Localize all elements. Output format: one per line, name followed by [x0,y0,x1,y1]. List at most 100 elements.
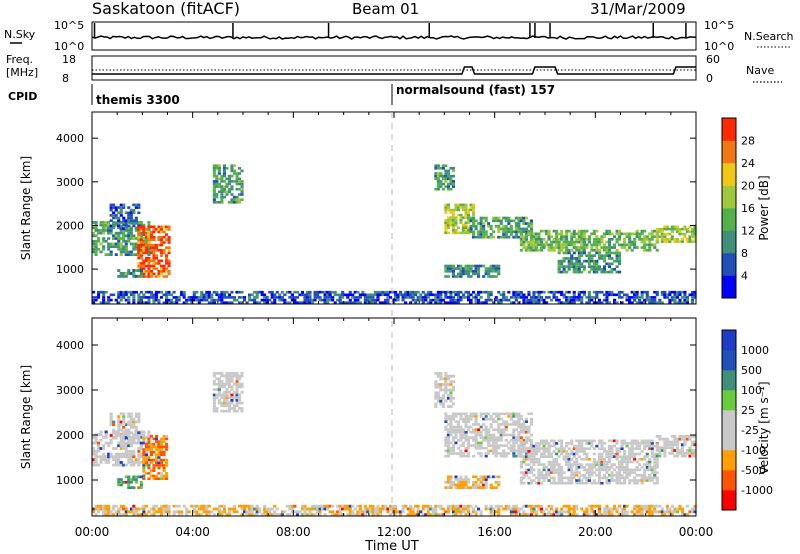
velocity-cell [675,440,680,444]
velocity-cell [97,507,101,511]
power-cell [524,222,529,225]
power-cell [565,240,569,244]
power-cell [434,164,438,167]
power-cell [572,251,576,255]
power-cell [456,213,461,217]
power-cell [222,290,227,294]
velocity-cell [600,481,604,485]
velocity-cell [557,466,561,469]
power-cell [124,227,128,230]
velocity-cell [618,463,622,466]
power-cell [545,229,549,233]
power-cell [137,235,141,239]
power-cell [139,249,143,252]
velocity-cell [487,441,491,445]
velocity-cell [635,510,639,514]
power-cell [129,219,133,222]
velocity-cell [482,446,486,450]
velocity-cell [459,436,463,439]
velocity-cell [424,504,428,508]
velocity-cell [607,507,612,511]
power-cell [207,296,211,299]
power-cell [454,298,458,302]
power-cell [142,293,146,297]
power-cell [381,293,385,297]
velocity-cell [451,402,456,406]
power-cell [602,265,607,268]
power-cell [540,246,544,249]
power-cell [102,293,106,297]
velocity-cell [643,471,647,474]
power-cell [451,169,456,173]
power-cell [159,254,164,257]
power-cell [557,259,561,263]
velocity-cell [119,483,123,487]
velocity-cell [605,466,609,469]
power-cell [630,248,634,252]
velocity-cell [509,449,513,453]
velocity-cell [449,441,453,445]
velocity-cell [675,446,680,450]
power-cell [444,185,448,188]
velocity-cell [451,415,456,418]
velocity-cell [683,440,687,444]
power-cell [107,221,111,224]
power-cell [643,246,647,249]
velocity-cell [587,439,591,443]
velocity-cell [575,468,579,472]
power-cell [534,238,539,241]
velocity-cell [454,478,458,481]
power-cell [152,301,156,304]
power-cell [235,172,239,175]
velocity-cell [159,437,164,441]
power-cell [650,229,654,233]
power-cell [489,267,493,270]
power-cell [522,222,526,225]
velocity-cell [275,513,279,516]
power-cell [137,246,141,249]
velocity-cell [517,415,521,418]
velocity-cell [394,513,398,516]
power-cell [680,240,685,243]
velocity-cell [268,513,272,516]
power-cell [182,293,186,297]
velocity-cell [441,405,445,408]
velocity-cell [615,455,619,458]
velocity-cell [154,442,159,446]
velocity-cell [431,507,435,511]
power-cell [600,290,604,294]
power-cell [142,267,146,270]
velocity-cell [643,473,647,477]
power-cell [645,293,649,297]
power-cell [680,232,685,236]
velocity-cell [527,431,531,434]
power-cell [602,246,607,249]
velocity-cell [122,420,126,424]
velocity-cell [575,466,579,469]
velocity-cell [94,504,98,508]
freq-label: Freq. [6,53,33,66]
power-cell [308,290,312,294]
velocity-cell [509,446,513,450]
velocity-cell [540,510,544,514]
velocity-cell [235,399,239,402]
power-cell [537,243,541,247]
velocity-cell [92,447,96,450]
velocity-cell [232,390,237,394]
power-cell [99,229,103,232]
power-cell [258,290,262,294]
power-cell [607,270,612,274]
velocity-cell [517,417,521,421]
power-cell [444,164,448,167]
power-cell [691,227,695,231]
velocity-cell [570,450,574,453]
velocity-cell [502,433,506,437]
power-cell [517,227,521,231]
velocity-cell [550,460,554,464]
velocity-cell [630,439,634,443]
velocity-cell [230,374,234,378]
power-cell [547,290,551,294]
power-cell [635,246,639,249]
power-cell [497,216,501,220]
power-cell [469,216,473,220]
